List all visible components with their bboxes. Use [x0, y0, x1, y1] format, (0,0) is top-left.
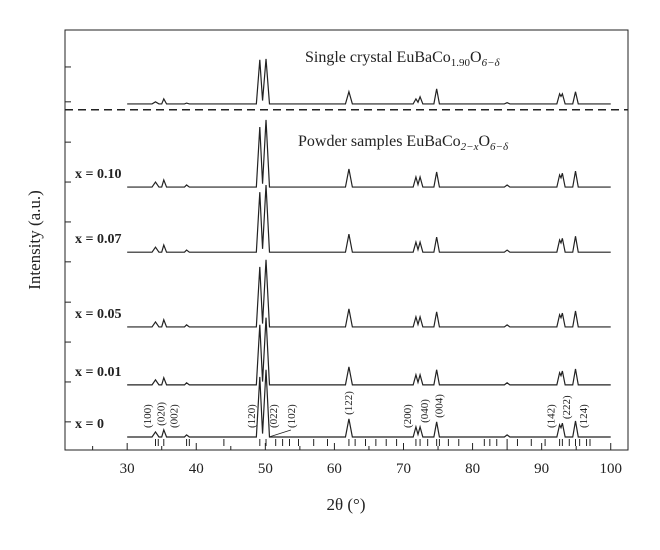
panel-text: Single crystal EuBaCo: [305, 49, 451, 66]
peak-index: (004): [434, 394, 446, 418]
series-label: x = 0.10: [75, 167, 121, 182]
pattern-line: [127, 58, 611, 105]
pattern-line: [127, 184, 611, 253]
panel-label: Powder samples EuBaCo2−xO6−δ: [298, 133, 509, 153]
plot-frame: [64, 29, 629, 451]
panel-text: O: [478, 133, 490, 150]
peak-index: (122): [343, 391, 355, 415]
panel-text: Powder samples EuBaCo: [298, 133, 461, 150]
x-tick-label: 50: [258, 461, 273, 477]
panel-sub: 6−δ: [482, 57, 501, 69]
x-tick-label: 60: [327, 461, 342, 477]
series-label: x = 0.01: [75, 365, 121, 380]
x-tick-label: 80: [465, 461, 480, 477]
peak-index: (142): [546, 404, 558, 428]
panel-sub: 6−δ: [490, 141, 509, 153]
peak-index: (040): [419, 399, 431, 423]
series-label: x = 0.07: [75, 232, 121, 247]
peak-index: (200): [402, 404, 414, 428]
pattern-line: [127, 369, 611, 438]
series-label: x = 0.05: [75, 307, 121, 322]
peak-index: (120): [246, 404, 258, 428]
leader-line: [268, 429, 292, 438]
x-tick-label: 100: [599, 461, 622, 477]
x-tick-label: 30: [120, 461, 135, 477]
panel-label: Single crystal EuBaCo1.90O6−δ: [305, 49, 501, 69]
y-axis-label: Intensity (a.u.): [25, 190, 44, 290]
peak-index: (020): [155, 402, 167, 426]
panel-sub: 2−x: [461, 141, 479, 153]
peak-index: (022): [268, 404, 280, 428]
x-tick-label: 70: [396, 461, 411, 477]
series-label: x = 0: [75, 417, 104, 432]
pattern-line: [127, 119, 611, 188]
peak-index: (100): [142, 404, 154, 428]
panel-text: O: [470, 49, 482, 66]
peak-index: (222): [561, 395, 573, 419]
peak-index: (002): [168, 404, 180, 428]
peak-index: (102): [286, 404, 298, 428]
x-axis-label: 2θ (°): [326, 495, 365, 514]
pattern-line: [127, 259, 611, 328]
peak-index: (124): [578, 404, 590, 428]
x-tick-label: 90: [534, 461, 549, 477]
pattern-line: [127, 317, 611, 386]
panel-sub: 1.90: [451, 57, 471, 69]
x-tick-label: 40: [189, 461, 204, 477]
